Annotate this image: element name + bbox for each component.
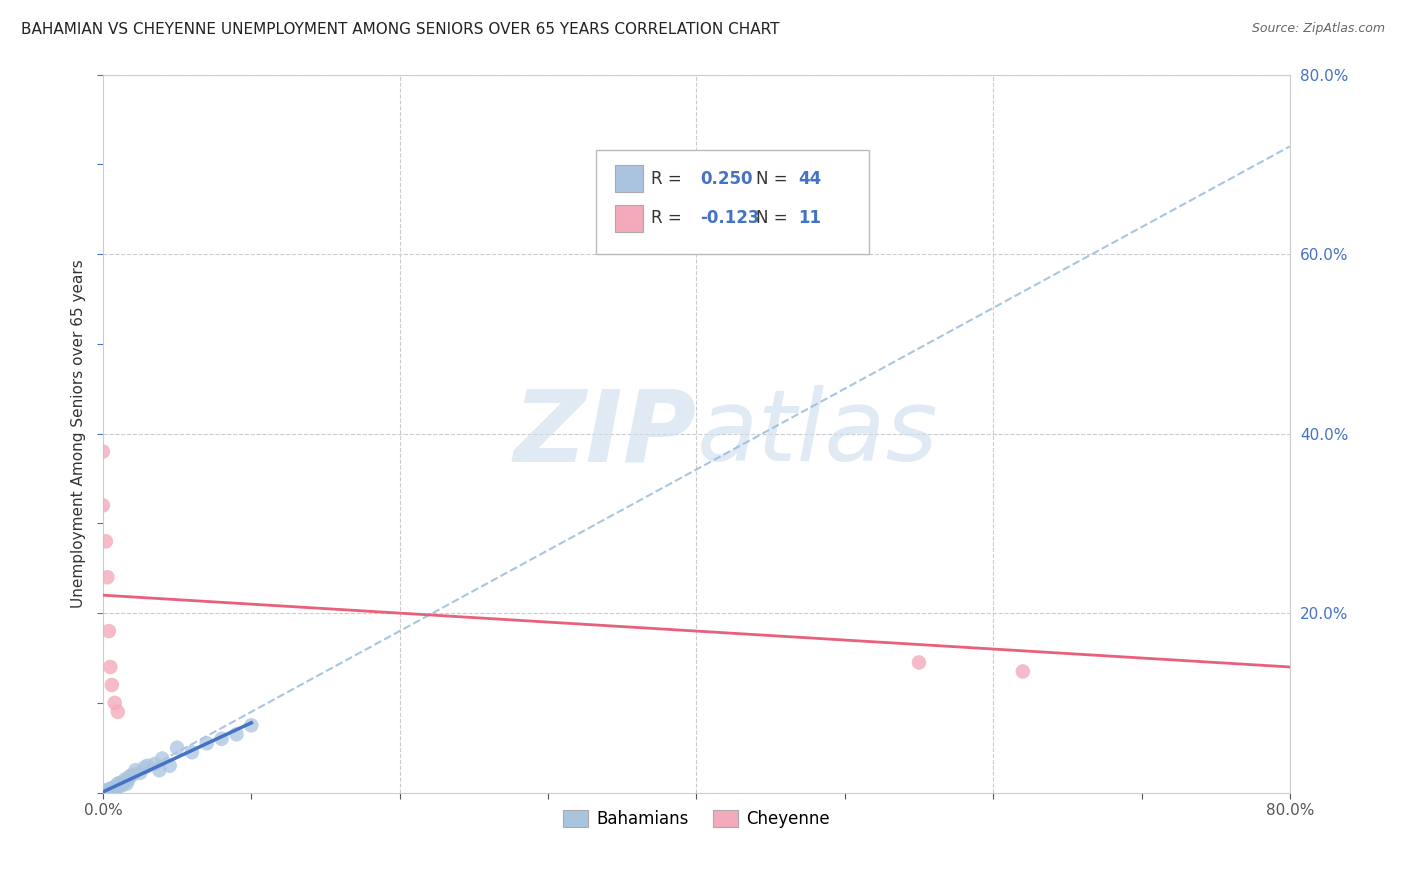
Point xyxy=(105,781,128,796)
Point xyxy=(118,770,141,784)
Text: N =: N = xyxy=(756,209,793,227)
Text: 11: 11 xyxy=(799,209,821,227)
Point xyxy=(98,660,121,674)
FancyBboxPatch shape xyxy=(614,165,643,193)
Y-axis label: Unemployment Among Seniors over 65 years: Unemployment Among Seniors over 65 years xyxy=(72,260,86,608)
Point xyxy=(91,444,114,458)
Point xyxy=(96,783,118,797)
Point xyxy=(96,570,118,584)
Point xyxy=(91,786,114,800)
Point xyxy=(166,740,188,755)
Point xyxy=(211,731,233,746)
Point xyxy=(93,785,115,799)
Point xyxy=(143,756,166,771)
Text: ZIP: ZIP xyxy=(513,385,696,482)
Point xyxy=(107,780,129,794)
Point xyxy=(148,763,170,777)
FancyBboxPatch shape xyxy=(614,204,643,232)
Text: BAHAMIAN VS CHEYENNE UNEMPLOYMENT AMONG SENIORS OVER 65 YEARS CORRELATION CHART: BAHAMIAN VS CHEYENNE UNEMPLOYMENT AMONG … xyxy=(21,22,779,37)
Point xyxy=(108,778,131,792)
Text: N =: N = xyxy=(756,169,793,187)
Point xyxy=(91,786,114,800)
Point xyxy=(98,782,121,797)
Point xyxy=(107,705,129,719)
Legend: Bahamians, Cheyenne: Bahamians, Cheyenne xyxy=(555,803,837,835)
Point xyxy=(104,780,127,795)
Point xyxy=(181,745,204,759)
Point xyxy=(103,782,125,797)
Point xyxy=(97,624,120,638)
Text: 0.250: 0.250 xyxy=(700,169,752,187)
Point xyxy=(97,784,120,798)
Point xyxy=(124,763,146,777)
Point xyxy=(98,786,121,800)
Point xyxy=(225,727,247,741)
Point xyxy=(195,736,218,750)
Point xyxy=(129,765,152,780)
Text: R =: R = xyxy=(651,209,688,227)
Point xyxy=(115,777,138,791)
Point xyxy=(91,785,114,799)
Point xyxy=(117,773,139,788)
Point xyxy=(110,776,132,790)
Point xyxy=(134,760,156,774)
Point xyxy=(1011,665,1033,679)
Point xyxy=(94,784,117,798)
Point xyxy=(91,784,114,798)
Point xyxy=(101,678,124,692)
Point xyxy=(159,758,181,772)
Point xyxy=(101,783,124,797)
Point xyxy=(908,656,931,670)
Point xyxy=(136,758,159,772)
Text: -0.123: -0.123 xyxy=(700,209,759,227)
Point xyxy=(96,785,118,799)
Text: R =: R = xyxy=(651,169,688,187)
Point xyxy=(94,786,117,800)
Point xyxy=(94,534,117,549)
Point xyxy=(91,499,114,513)
Point xyxy=(91,786,114,800)
Point xyxy=(114,772,136,787)
Point xyxy=(240,718,263,732)
Text: 44: 44 xyxy=(799,169,821,187)
Text: atlas: atlas xyxy=(696,385,938,482)
Point xyxy=(107,777,129,791)
Point xyxy=(101,781,124,796)
Point xyxy=(104,696,127,710)
Point xyxy=(93,786,115,800)
Point xyxy=(150,751,173,765)
Point xyxy=(112,775,135,789)
Point xyxy=(121,767,143,781)
Point xyxy=(111,779,134,793)
FancyBboxPatch shape xyxy=(596,150,869,254)
Text: Source: ZipAtlas.com: Source: ZipAtlas.com xyxy=(1251,22,1385,36)
